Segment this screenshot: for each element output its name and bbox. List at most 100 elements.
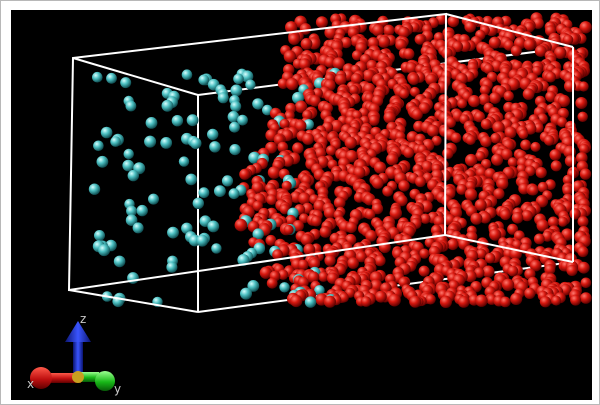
solvent-atom bbox=[480, 118, 492, 130]
solvent-atom bbox=[398, 26, 410, 39]
solvent-atom bbox=[557, 117, 568, 128]
solvent-atom bbox=[360, 296, 372, 307]
solvent-atom bbox=[409, 86, 420, 97]
solvent-atom bbox=[267, 166, 281, 179]
solvent-atom bbox=[507, 157, 518, 168]
solvent-atom bbox=[488, 36, 501, 49]
solvent-atom bbox=[386, 153, 399, 166]
solute-atom bbox=[100, 126, 113, 139]
molecular-viewport[interactable]: z x y bbox=[11, 10, 592, 400]
solvent-atom bbox=[365, 230, 377, 242]
solvent-atom bbox=[518, 129, 529, 140]
solvent-atom bbox=[539, 296, 552, 308]
solvent-atom bbox=[290, 294, 303, 308]
solute-atom bbox=[96, 155, 109, 168]
solute-atom bbox=[92, 71, 103, 83]
solvent-atom bbox=[266, 277, 278, 289]
solute-atom bbox=[122, 159, 134, 172]
solvent-atom bbox=[483, 63, 494, 75]
solvent-atom bbox=[545, 91, 557, 103]
solvent-atom bbox=[368, 114, 380, 126]
solvent-atom bbox=[496, 177, 509, 190]
solvent-atom bbox=[403, 147, 415, 158]
solvent-atom bbox=[426, 124, 440, 137]
solvent-atom bbox=[576, 152, 588, 164]
solute-atom bbox=[126, 205, 137, 217]
solute-atom bbox=[123, 148, 134, 160]
solvent-atom bbox=[562, 34, 574, 45]
solvent-atom bbox=[507, 265, 519, 277]
solvent-atom bbox=[491, 153, 504, 166]
solvent-atom bbox=[473, 267, 485, 279]
solvent-atom bbox=[492, 121, 505, 134]
solvent-atom bbox=[299, 213, 309, 224]
solvent-atom bbox=[332, 57, 345, 70]
solvent-atom bbox=[333, 196, 346, 209]
molecule-atoms bbox=[88, 12, 592, 308]
solvent-atom bbox=[445, 117, 456, 128]
y-axis-cone bbox=[95, 371, 115, 391]
solvent-atom bbox=[566, 264, 578, 276]
solute-atom bbox=[248, 151, 261, 164]
y-axis-shaft bbox=[77, 372, 99, 382]
solvent-atom bbox=[507, 223, 519, 235]
solute-atom bbox=[148, 193, 159, 205]
solvent-atom bbox=[286, 77, 299, 91]
solvent-atom bbox=[414, 176, 426, 188]
solvent-atom bbox=[324, 254, 336, 267]
solvent-atom bbox=[551, 295, 562, 306]
solvent-atom bbox=[252, 200, 263, 212]
solvent-atom bbox=[330, 119, 344, 133]
solvent-atom bbox=[544, 264, 556, 275]
x-axis-label: x bbox=[27, 377, 34, 391]
solute-atom bbox=[241, 70, 254, 83]
solute-atom bbox=[94, 230, 105, 241]
solvent-atom bbox=[442, 147, 454, 159]
solvent-atom bbox=[313, 199, 326, 213]
solvent-atom bbox=[419, 248, 430, 259]
solvent-atom bbox=[489, 92, 501, 104]
solute-atom bbox=[217, 92, 229, 104]
solvent-atom bbox=[355, 251, 367, 263]
solvent-atom bbox=[277, 78, 289, 89]
solute-atom bbox=[227, 111, 240, 123]
solvent-atom bbox=[431, 135, 442, 146]
solvent-atom bbox=[425, 73, 438, 86]
molecule-scene[interactable]: z x y bbox=[11, 10, 592, 400]
solvent-atom bbox=[475, 294, 488, 307]
x-axis-shaft bbox=[51, 373, 81, 383]
solvent-atom bbox=[318, 271, 329, 282]
solvent-atom bbox=[500, 148, 513, 161]
solvent-atom bbox=[259, 266, 273, 279]
axes-origin bbox=[72, 371, 84, 383]
solvent-atom bbox=[557, 94, 570, 108]
solvent-atom bbox=[281, 180, 292, 191]
solvent-atom bbox=[464, 21, 477, 33]
solvent-atom bbox=[383, 111, 396, 124]
solvent-atom bbox=[371, 176, 384, 189]
solvent-atom bbox=[265, 234, 277, 246]
solute-atom bbox=[229, 121, 240, 133]
solvent-atom bbox=[272, 249, 283, 261]
solute-atom bbox=[190, 137, 202, 149]
solute-atom bbox=[252, 98, 264, 110]
solvent-atom bbox=[575, 97, 588, 109]
solvent-atom bbox=[465, 134, 476, 145]
solvent-atom bbox=[533, 233, 545, 245]
solvent-atom bbox=[554, 46, 567, 59]
solvent-atom bbox=[521, 210, 533, 222]
solvent-atom bbox=[577, 216, 589, 228]
solvent-atom bbox=[375, 290, 387, 303]
solvent-atom bbox=[484, 252, 496, 264]
solvent-atom bbox=[480, 135, 492, 148]
solvent-atom bbox=[493, 188, 505, 200]
solvent-atom bbox=[350, 73, 362, 85]
orientation-axes: z x y bbox=[27, 312, 121, 396]
solute-atom bbox=[125, 100, 137, 112]
solvent-atom bbox=[297, 259, 309, 271]
solvent-atom bbox=[579, 21, 592, 34]
solute-atom bbox=[228, 188, 240, 200]
z-axis-label: z bbox=[80, 312, 86, 326]
solvent-atom bbox=[382, 185, 394, 197]
solvent-atom bbox=[279, 204, 290, 215]
